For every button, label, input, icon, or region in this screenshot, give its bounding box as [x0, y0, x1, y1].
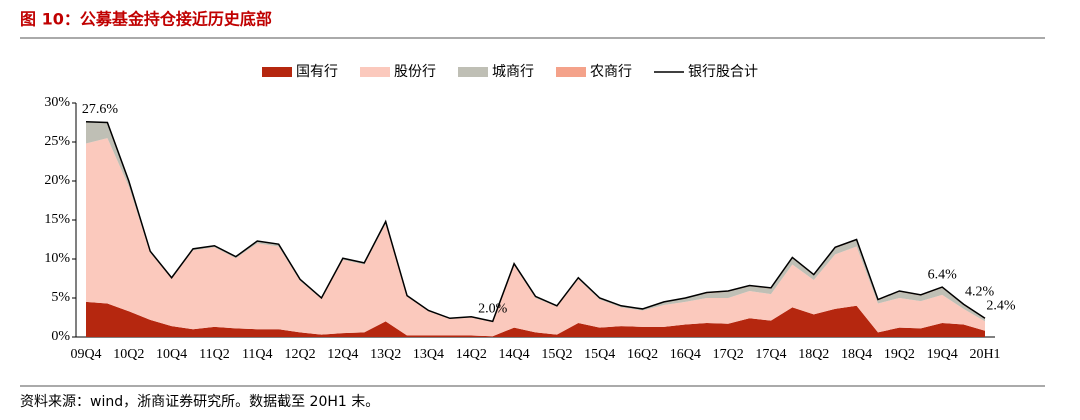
x-tick-label: 17Q4 [755, 347, 786, 362]
legend-label: 国有行 [296, 64, 338, 80]
data-label: 6.4% [928, 267, 958, 282]
x-tick-label: 14Q2 [456, 347, 487, 362]
data-label: 2.4% [986, 298, 1016, 313]
legend-label: 农商行 [590, 64, 632, 80]
y-tick-label: 30% [44, 95, 70, 110]
stacked-area [86, 301, 985, 337]
legend-label: 银行股合计 [688, 64, 758, 80]
x-tick-label: 15Q4 [584, 347, 615, 362]
legend-swatch [556, 67, 586, 77]
y-tick-label: 15% [44, 212, 70, 227]
y-tick-label: 5% [51, 290, 70, 305]
data-label: 2.0% [478, 302, 508, 317]
x-tick-label: 10Q4 [156, 347, 187, 362]
source-note: 资料来源：wind，浙商证券研究所。数据截至 20H1 末。 [20, 394, 379, 410]
y-tick-label: 0% [51, 329, 70, 344]
legend-label: 股份行 [394, 64, 436, 80]
legend-swatch [262, 67, 292, 77]
chart-title: 图 10：公募基金持仓接近历史底部 [20, 10, 272, 29]
x-tick-label: 15Q2 [541, 347, 572, 362]
legend-swatch [458, 67, 488, 77]
x-tick-label: 13Q4 [413, 347, 444, 362]
x-tick-label: 17Q2 [713, 347, 744, 362]
x-tick-label: 12Q2 [284, 347, 315, 362]
x-tick-label: 11Q2 [199, 347, 230, 362]
total-line [85, 120, 986, 323]
data-label: 4.2% [965, 284, 995, 299]
x-tick-label: 12Q4 [327, 347, 358, 362]
y-tick-label: 25% [44, 134, 70, 149]
stacked-area [86, 138, 985, 337]
x-tick-label: 14Q4 [499, 347, 530, 362]
x-tick-label: 18Q2 [798, 347, 829, 362]
x-tick-label: 20H1 [969, 347, 1000, 362]
x-tick-label: 18Q4 [841, 347, 872, 362]
x-tick-label: 13Q2 [370, 347, 401, 362]
x-tick-label: 16Q4 [670, 347, 701, 362]
legend-label: 城商行 [492, 64, 534, 80]
y-tick-label: 20% [44, 173, 70, 188]
y-tick-label: 10% [44, 251, 70, 266]
x-tick-label: 09Q4 [70, 347, 101, 362]
x-tick-label: 16Q2 [627, 347, 658, 362]
x-tick-label: 11Q4 [242, 347, 273, 362]
x-tick-label: 19Q4 [927, 347, 958, 362]
legend-swatch [360, 67, 390, 77]
x-tick-label: 19Q2 [884, 347, 915, 362]
x-tick-label: 10Q2 [113, 347, 144, 362]
data-label: 27.6% [82, 102, 119, 117]
